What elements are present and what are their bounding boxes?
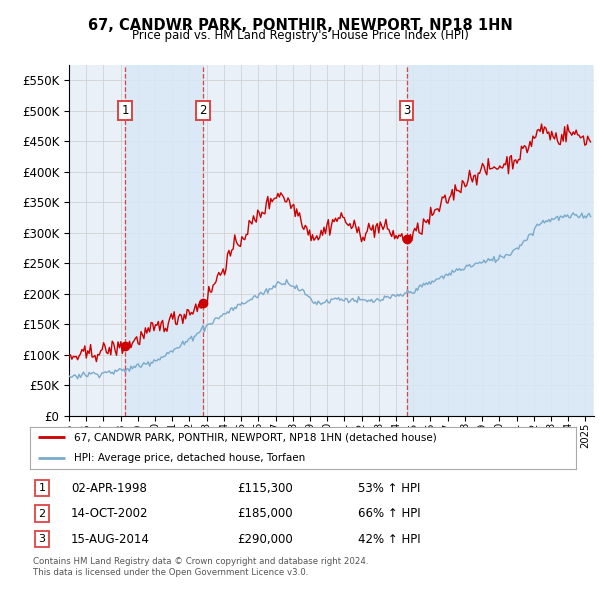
Text: 42% ↑ HPI: 42% ↑ HPI [358, 533, 420, 546]
Text: 15-AUG-2014: 15-AUG-2014 [71, 533, 150, 546]
Text: Contains HM Land Registry data © Crown copyright and database right 2024.: Contains HM Land Registry data © Crown c… [33, 557, 368, 566]
Text: 67, CANDWR PARK, PONTHIR, NEWPORT, NP18 1HN (detached house): 67, CANDWR PARK, PONTHIR, NEWPORT, NP18 … [74, 432, 436, 442]
Text: 02-APR-1998: 02-APR-1998 [71, 481, 147, 494]
Bar [407, 65, 592, 416]
Text: 66% ↑ HPI: 66% ↑ HPI [358, 507, 420, 520]
Text: 1: 1 [38, 483, 46, 493]
Text: 1: 1 [121, 104, 128, 117]
Text: 67, CANDWR PARK, PONTHIR, NEWPORT, NP18 1HN: 67, CANDWR PARK, PONTHIR, NEWPORT, NP18 … [88, 18, 512, 32]
Text: 14-OCT-2002: 14-OCT-2002 [71, 507, 148, 520]
Text: 3: 3 [38, 534, 46, 544]
Text: This data is licensed under the Open Government Licence v3.0.: This data is licensed under the Open Gov… [33, 568, 308, 576]
Bar [125, 65, 203, 416]
Text: Price paid vs. HM Land Registry's House Price Index (HPI): Price paid vs. HM Land Registry's House … [131, 30, 469, 42]
Text: HPI: Average price, detached house, Torfaen: HPI: Average price, detached house, Torf… [74, 454, 305, 463]
Text: 2: 2 [38, 509, 46, 519]
Text: £185,000: £185,000 [238, 507, 293, 520]
Text: 3: 3 [403, 104, 410, 117]
Text: £290,000: £290,000 [238, 533, 293, 546]
Text: 53% ↑ HPI: 53% ↑ HPI [358, 481, 420, 494]
Text: 2: 2 [199, 104, 207, 117]
Text: £115,300: £115,300 [238, 481, 293, 494]
